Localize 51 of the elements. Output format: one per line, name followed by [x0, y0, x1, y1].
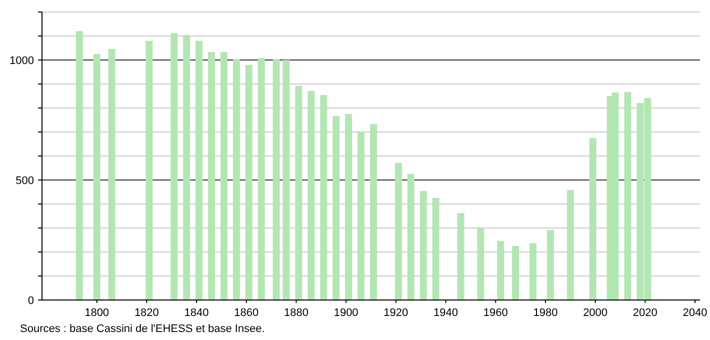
- bar: [457, 213, 464, 300]
- bar: [196, 40, 203, 300]
- bar: [245, 64, 252, 300]
- x-tick-label: 1920: [384, 307, 408, 319]
- x-tick-label: 2000: [583, 307, 608, 319]
- x-tick-label: 1900: [334, 307, 358, 319]
- x-tick-label: 1960: [483, 307, 508, 319]
- x-tick-label: 1840: [184, 307, 209, 319]
- x-tick-label: 2040: [682, 307, 708, 319]
- bar: [497, 240, 504, 300]
- bar: [220, 52, 228, 300]
- bar: [512, 246, 520, 300]
- y-tick-label: 0: [28, 294, 34, 307]
- x-tick-label: 1880: [284, 307, 308, 319]
- bar: [76, 31, 83, 300]
- bar: [566, 190, 574, 300]
- y-tick-label: 500: [16, 174, 34, 187]
- bar: [589, 138, 596, 300]
- bar: [370, 124, 377, 300]
- bar: [345, 114, 352, 300]
- bar: [530, 243, 537, 300]
- bar: [546, 230, 554, 300]
- y-tick-label: 1000: [10, 54, 34, 67]
- source-note: Sources : base Cassini de l'EHESS et base Insee.: [20, 323, 265, 335]
- bar: [93, 54, 100, 300]
- x-tick-label: 1940: [434, 307, 458, 319]
- x-tick-label: 2020: [632, 307, 658, 319]
- bar: [208, 52, 215, 300]
- bar: [295, 86, 302, 300]
- bar: [432, 198, 440, 300]
- x-tick-label: 1800: [84, 307, 110, 319]
- bar: [146, 40, 153, 300]
- x-tick-label: 1980: [533, 307, 558, 319]
- bar: [394, 162, 402, 300]
- bar: [420, 191, 427, 300]
- bar: [308, 90, 315, 300]
- x-tick-label: 1860: [234, 307, 259, 319]
- bar: [358, 132, 365, 300]
- bar: [320, 95, 328, 300]
- bar: [332, 116, 340, 300]
- bar: [282, 60, 290, 300]
- bar: [624, 92, 632, 300]
- bar: [258, 58, 265, 300]
- bar: [272, 59, 280, 300]
- bar: [232, 59, 240, 300]
- bar: [407, 174, 414, 300]
- bar: [183, 35, 190, 300]
- bar: [108, 48, 116, 300]
- bar: [170, 33, 178, 300]
- x-tick-label: 1820: [134, 307, 159, 319]
- bar: [477, 228, 484, 300]
